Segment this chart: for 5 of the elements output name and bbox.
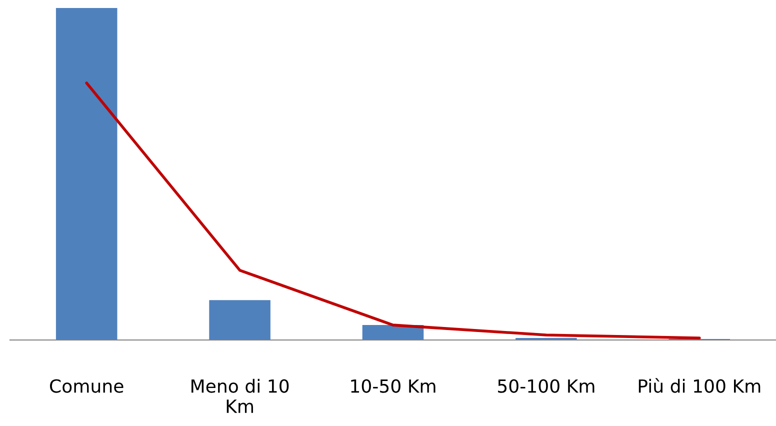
x-tick-label: Meno di 10 Km bbox=[192, 378, 289, 413]
x-tick-label: 50-100 Km bbox=[498, 379, 594, 393]
x-tick-label: Comune bbox=[50, 379, 124, 393]
x-tick-label: 10-50 Km bbox=[351, 379, 436, 393]
x-tick-label: Più di 100 Km bbox=[638, 378, 760, 393]
